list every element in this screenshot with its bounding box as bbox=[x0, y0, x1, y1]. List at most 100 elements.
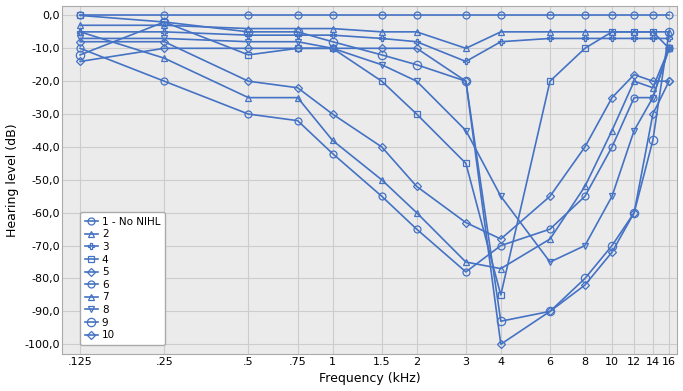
X-axis label: Frequency (kHz): Frequency (kHz) bbox=[319, 373, 421, 386]
4 bbox=[329, 46, 337, 51]
1 - No NIHL bbox=[161, 13, 169, 18]
2 bbox=[378, 29, 386, 34]
2 bbox=[630, 29, 638, 34]
5 bbox=[608, 95, 616, 100]
2 bbox=[329, 26, 337, 31]
2 bbox=[546, 29, 554, 34]
1 - No NIHL bbox=[245, 13, 253, 18]
Line: 3: 3 bbox=[76, 29, 673, 65]
4 bbox=[462, 161, 470, 166]
8 bbox=[608, 194, 616, 199]
6 bbox=[245, 112, 253, 117]
8 bbox=[76, 36, 84, 41]
7 bbox=[161, 56, 169, 61]
7 bbox=[649, 85, 657, 90]
2 bbox=[413, 29, 421, 34]
9 bbox=[378, 52, 386, 57]
2 bbox=[581, 29, 589, 34]
8 bbox=[161, 36, 169, 41]
3 bbox=[378, 36, 386, 41]
7 bbox=[665, 46, 673, 51]
5 bbox=[76, 39, 84, 44]
6 bbox=[294, 118, 302, 123]
3 bbox=[649, 36, 657, 41]
4 bbox=[649, 29, 657, 34]
10 bbox=[497, 342, 505, 346]
7 bbox=[497, 266, 505, 271]
5 bbox=[245, 79, 253, 84]
1 - No NIHL bbox=[630, 13, 638, 18]
5 bbox=[413, 184, 421, 189]
Line: 4: 4 bbox=[76, 12, 673, 298]
Line: 8: 8 bbox=[76, 35, 673, 265]
1 - No NIHL bbox=[581, 13, 589, 18]
9 bbox=[329, 39, 337, 44]
7 bbox=[245, 95, 253, 100]
4 bbox=[378, 79, 386, 84]
3 bbox=[546, 36, 554, 41]
5 bbox=[161, 39, 169, 44]
3 bbox=[630, 36, 638, 41]
9 bbox=[413, 63, 421, 67]
6 bbox=[161, 79, 169, 84]
5 bbox=[294, 85, 302, 90]
9 bbox=[581, 276, 589, 281]
3 bbox=[245, 33, 253, 38]
Line: 10: 10 bbox=[77, 45, 672, 347]
9 bbox=[497, 319, 505, 324]
9 bbox=[76, 52, 84, 57]
7 bbox=[329, 138, 337, 143]
8 bbox=[294, 39, 302, 44]
10 bbox=[329, 46, 337, 51]
Line: 5: 5 bbox=[77, 39, 672, 242]
Line: 1 - No NIHL: 1 - No NIHL bbox=[76, 12, 673, 19]
10 bbox=[76, 59, 84, 64]
8 bbox=[413, 79, 421, 84]
10 bbox=[630, 210, 638, 215]
9 bbox=[608, 243, 616, 248]
7 bbox=[546, 237, 554, 241]
10 bbox=[378, 46, 386, 51]
Line: 7: 7 bbox=[76, 29, 673, 272]
10 bbox=[245, 46, 253, 51]
Line: 6: 6 bbox=[76, 45, 673, 275]
5 bbox=[497, 237, 505, 241]
5 bbox=[649, 79, 657, 84]
3 bbox=[608, 36, 616, 41]
7 bbox=[294, 95, 302, 100]
8 bbox=[649, 95, 657, 100]
9 bbox=[245, 29, 253, 34]
5 bbox=[329, 112, 337, 117]
3 bbox=[581, 36, 589, 41]
8 bbox=[462, 128, 470, 133]
1 - No NIHL bbox=[413, 13, 421, 18]
1 - No NIHL bbox=[294, 13, 302, 18]
Line: 9: 9 bbox=[76, 18, 673, 325]
4 bbox=[413, 112, 421, 117]
6 bbox=[546, 227, 554, 231]
5 bbox=[581, 145, 589, 149]
4 bbox=[630, 29, 638, 34]
6 bbox=[378, 194, 386, 199]
7 bbox=[581, 184, 589, 189]
8 bbox=[581, 243, 589, 248]
4 bbox=[76, 13, 84, 18]
8 bbox=[329, 46, 337, 51]
2 bbox=[608, 29, 616, 34]
10 bbox=[649, 112, 657, 117]
2 bbox=[76, 23, 84, 28]
7 bbox=[413, 210, 421, 215]
1 - No NIHL bbox=[76, 13, 84, 18]
6 bbox=[608, 145, 616, 149]
6 bbox=[630, 95, 638, 100]
10 bbox=[294, 46, 302, 51]
4 bbox=[608, 29, 616, 34]
6 bbox=[649, 95, 657, 100]
1 - No NIHL bbox=[649, 13, 657, 18]
5 bbox=[546, 194, 554, 199]
Y-axis label: Hearing level (dB): Hearing level (dB) bbox=[5, 123, 18, 237]
3 bbox=[497, 39, 505, 44]
1 - No NIHL bbox=[462, 13, 470, 18]
3 bbox=[329, 33, 337, 38]
10 bbox=[161, 46, 169, 51]
